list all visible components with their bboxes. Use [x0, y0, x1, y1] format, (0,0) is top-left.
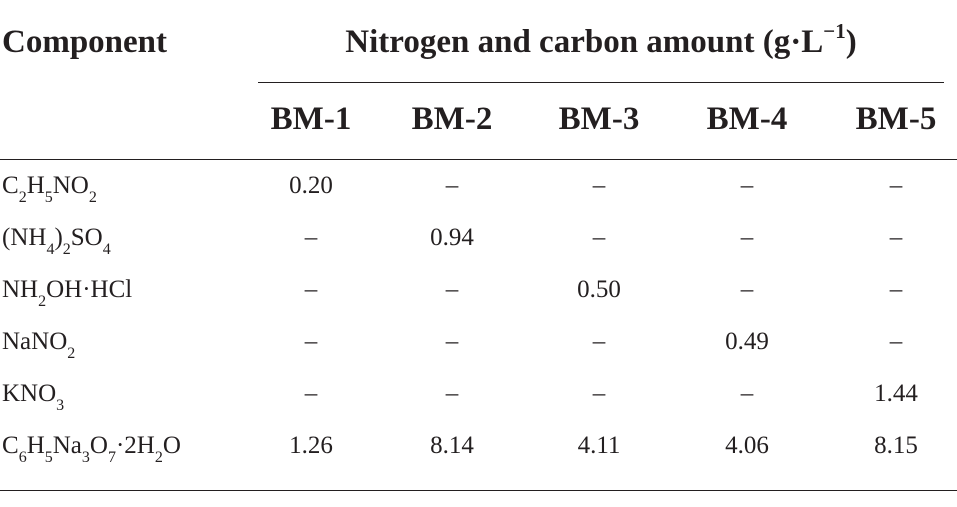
table-row: C2H5NO2 0.20 – – – –: [0, 160, 957, 212]
table-cell: –: [445, 276, 459, 303]
row-label: (NH4)2SO4: [2, 222, 111, 258]
formula-text: C: [2, 172, 19, 199]
formula-subscript: 4: [102, 241, 111, 258]
header-rule: [0, 159, 957, 160]
formula-subscript: 4: [46, 241, 55, 258]
row-label: NaNO2: [2, 326, 75, 362]
formula-text: KNO: [2, 380, 57, 407]
formula-subscript: 2: [38, 293, 47, 310]
formula-subscript: 5: [44, 449, 53, 466]
row-label: NH2OH·HCl: [2, 274, 133, 310]
column-header-bm-4: BM-4: [706, 101, 788, 137]
row-label: C6H5Na3O7·2H2O: [2, 430, 181, 466]
table-cell: 1.26: [289, 432, 333, 459]
group-header-text: Nitrogen and carbon amount (g·L: [345, 24, 824, 60]
formula-subscript: 5: [44, 189, 53, 206]
group-header-rule: [258, 82, 944, 83]
row-label: KNO3: [2, 378, 64, 414]
table-cell: 4.06: [725, 432, 769, 459]
formula-subscript: 6: [18, 449, 27, 466]
formula-text: H: [26, 172, 45, 199]
table-cell: –: [304, 380, 318, 407]
formula-subscript: 2: [62, 241, 71, 258]
table-cell: 0.49: [725, 328, 769, 355]
table-cell: –: [889, 276, 903, 303]
column-header-bm-2: BM-2: [411, 101, 493, 137]
table-cell: –: [889, 224, 903, 251]
formula-text: NO: [52, 172, 89, 199]
table-row: C6H5Na3O7·2H2O 1.26 8.14 4.11 4.06 8.15: [0, 420, 957, 472]
row-label: C2H5NO2: [2, 170, 97, 206]
formula-subscript: 2: [154, 449, 163, 466]
table-cell: 0.94: [430, 224, 474, 251]
table-cell: –: [445, 380, 459, 407]
table-row: NH2OH·HCl – – 0.50 – –: [0, 264, 957, 316]
table-cell: –: [592, 380, 606, 407]
table-cell: –: [304, 276, 318, 303]
table-cell: –: [740, 224, 754, 251]
table-cell: 8.15: [874, 432, 918, 459]
table-cell: –: [304, 224, 318, 251]
formula-text: SO: [70, 224, 103, 251]
table-cell: 0.50: [577, 276, 621, 303]
table-cell: –: [592, 328, 606, 355]
table-cell: –: [740, 380, 754, 407]
group-header-superscript: −1: [823, 19, 846, 43]
formula-text: (NH: [2, 224, 47, 251]
group-header: Nitrogen and carbon amount (g·L−1): [258, 19, 944, 62]
formula-text: ·2H: [115, 432, 155, 459]
formula-subscript: 3: [56, 397, 65, 414]
table-cell: 1.44: [874, 380, 918, 407]
table-cell: –: [592, 224, 606, 251]
bottom-rule: [0, 490, 957, 491]
table-cell: 8.14: [430, 432, 474, 459]
group-header-closing: ): [845, 24, 857, 60]
formula-subscript: 3: [81, 449, 90, 466]
formula-text: O: [89, 432, 108, 459]
table-cell: 0.20: [289, 172, 333, 199]
formula-text: Na: [52, 432, 82, 459]
column-header-bm-5: BM-5: [855, 101, 937, 137]
table-cell: 4.11: [577, 432, 621, 459]
formula-subscript: 7: [107, 449, 116, 466]
table-row: NaNO2 – – – 0.49 –: [0, 316, 957, 368]
formula-subscript: 2: [88, 189, 97, 206]
table-row: (NH4)2SO4 – 0.94 – – –: [0, 212, 957, 264]
column-header-bm-1: BM-1: [270, 101, 352, 137]
formula-text: C: [2, 432, 19, 459]
formula-text: ): [54, 224, 63, 251]
table-cell: –: [740, 172, 754, 199]
stub-header: Component: [2, 24, 168, 60]
table-cell: –: [592, 172, 606, 199]
table-cell: –: [740, 276, 754, 303]
table-cell: –: [445, 328, 459, 355]
formula-text: NaNO: [2, 328, 68, 355]
formula-text: OH·HCl: [46, 276, 133, 303]
column-header-bm-3: BM-3: [558, 101, 640, 137]
formula-subscript: 2: [18, 189, 27, 206]
table-cell: –: [889, 172, 903, 199]
table-row: KNO3 – – – – 1.44: [0, 368, 957, 420]
formula-text: NH: [2, 276, 39, 303]
table-cell: –: [304, 328, 318, 355]
formula-subscript: 2: [67, 345, 76, 362]
formula-text: H: [26, 432, 45, 459]
formula-text: O: [162, 432, 181, 459]
table-cell: –: [889, 328, 903, 355]
table-cell: –: [445, 172, 459, 199]
